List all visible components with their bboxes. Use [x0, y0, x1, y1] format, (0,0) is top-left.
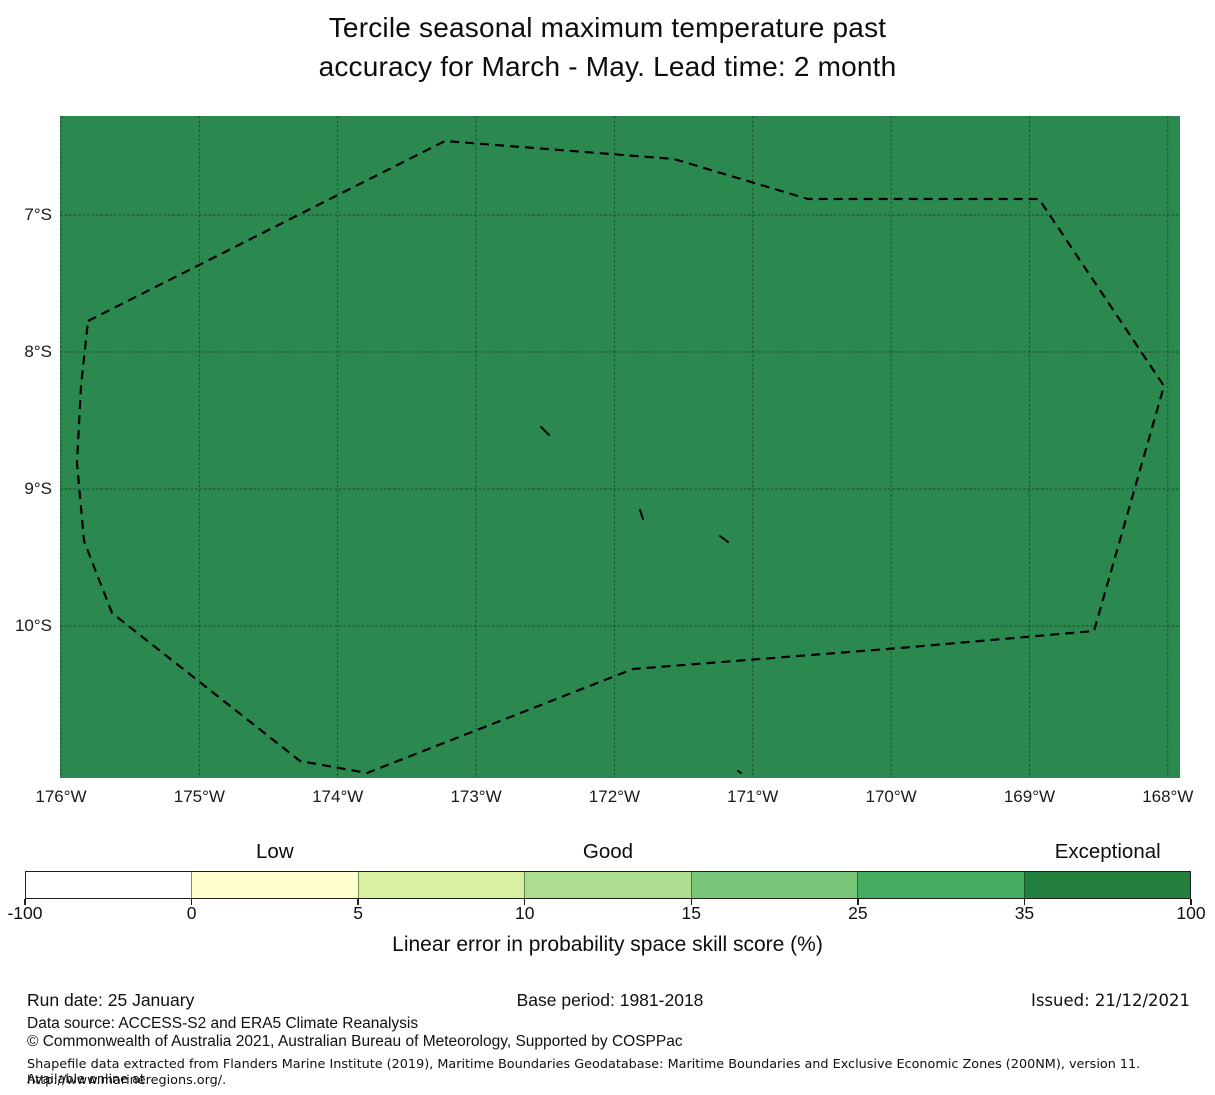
colorbar-zone-label: Low	[256, 840, 294, 863]
lon-tick-label: 169°W	[1003, 787, 1056, 806]
run-date-text: Run date: 25 January	[27, 990, 195, 1010]
lon-tick-label: 176°W	[35, 787, 87, 806]
colorbar-tick-label: 10	[514, 903, 535, 923]
colorbar-tick	[357, 899, 359, 905]
data-source-text: Data source: ACCESS-S2 and ERA5 Climate …	[27, 1015, 419, 1032]
lon-tick-label: 172°W	[588, 787, 640, 806]
lon-tick-label: 173°W	[450, 787, 502, 806]
colorbar-tick	[524, 899, 526, 905]
lon-tick-label: 171°W	[727, 787, 779, 806]
lat-tick-label: 8°S	[24, 342, 52, 361]
colorbar-tick	[190, 899, 193, 905]
colorbar-zone-label: Exceptional	[1054, 840, 1161, 863]
island-mark	[737, 770, 742, 774]
map-background	[60, 116, 1180, 778]
lon-tick-label: 170°W	[865, 787, 917, 806]
shapefile-url-text: http://www.marineregions.org/.	[27, 1073, 227, 1088]
issued-text: Issued: 21/12/2021	[1030, 991, 1190, 1010]
colorbar-tick-label: 0	[186, 903, 197, 923]
colorbar-tick-label: 35	[1014, 903, 1035, 923]
lat-tick-label: 10°S	[14, 616, 52, 635]
colorbar-tick	[1023, 899, 1026, 905]
colorbar-segment	[690, 872, 858, 898]
lon-tick-label: 168°W	[1142, 787, 1194, 806]
colorbar-tick	[857, 899, 859, 905]
chart-title: Tercile seasonal maximum temperature pas…	[0, 8, 1215, 86]
chart-title-line2: accuracy for March - May. Lead time: 2 m…	[318, 51, 897, 82]
colorbar-segment	[524, 872, 691, 898]
colorbar-segment	[191, 872, 358, 898]
colorbar-zone-label: Good	[582, 840, 634, 863]
colorbar-tick-label: 100	[1176, 903, 1206, 923]
colorbar-tick	[1190, 899, 1192, 905]
chart-title-line1: Tercile seasonal maximum temperature pas…	[328, 12, 887, 43]
eez-boundary	[75, 139, 1166, 775]
colorbar-segment	[1023, 872, 1190, 898]
lon-tick-label: 174°W	[312, 787, 364, 806]
copyright-text: © Commonwealth of Australia 2021, Austra…	[27, 1033, 683, 1050]
lon-tick-label: 175°W	[173, 787, 225, 806]
colorbar-segment	[357, 872, 525, 898]
colorbar-tick-label: 5	[353, 903, 363, 923]
island-mark	[719, 535, 729, 543]
map-plot	[60, 116, 1180, 778]
colorbar-segment	[857, 872, 1024, 898]
colorbar-segment	[26, 872, 192, 898]
shapefile-attribution-text: Shapefile data extracted from Flanders M…	[27, 1057, 1141, 1087]
lat-tick-label: 9°S	[24, 479, 52, 498]
colorbar-tick	[24, 899, 26, 905]
lat-tick-label: 7°S	[24, 205, 52, 224]
base-period-text: Base period: 1981-2018	[516, 990, 704, 1010]
colorbar-tick-label: 25	[848, 903, 868, 923]
island-mark	[639, 509, 644, 520]
colorbar-tick-label: 15	[681, 903, 702, 923]
colorbar	[25, 871, 1191, 899]
island-mark	[540, 426, 550, 436]
colorbar-tick-label: -100	[7, 903, 43, 923]
colorbar-axis-label: Linear error in probability space skill …	[392, 933, 823, 956]
colorbar-tick	[690, 899, 692, 905]
